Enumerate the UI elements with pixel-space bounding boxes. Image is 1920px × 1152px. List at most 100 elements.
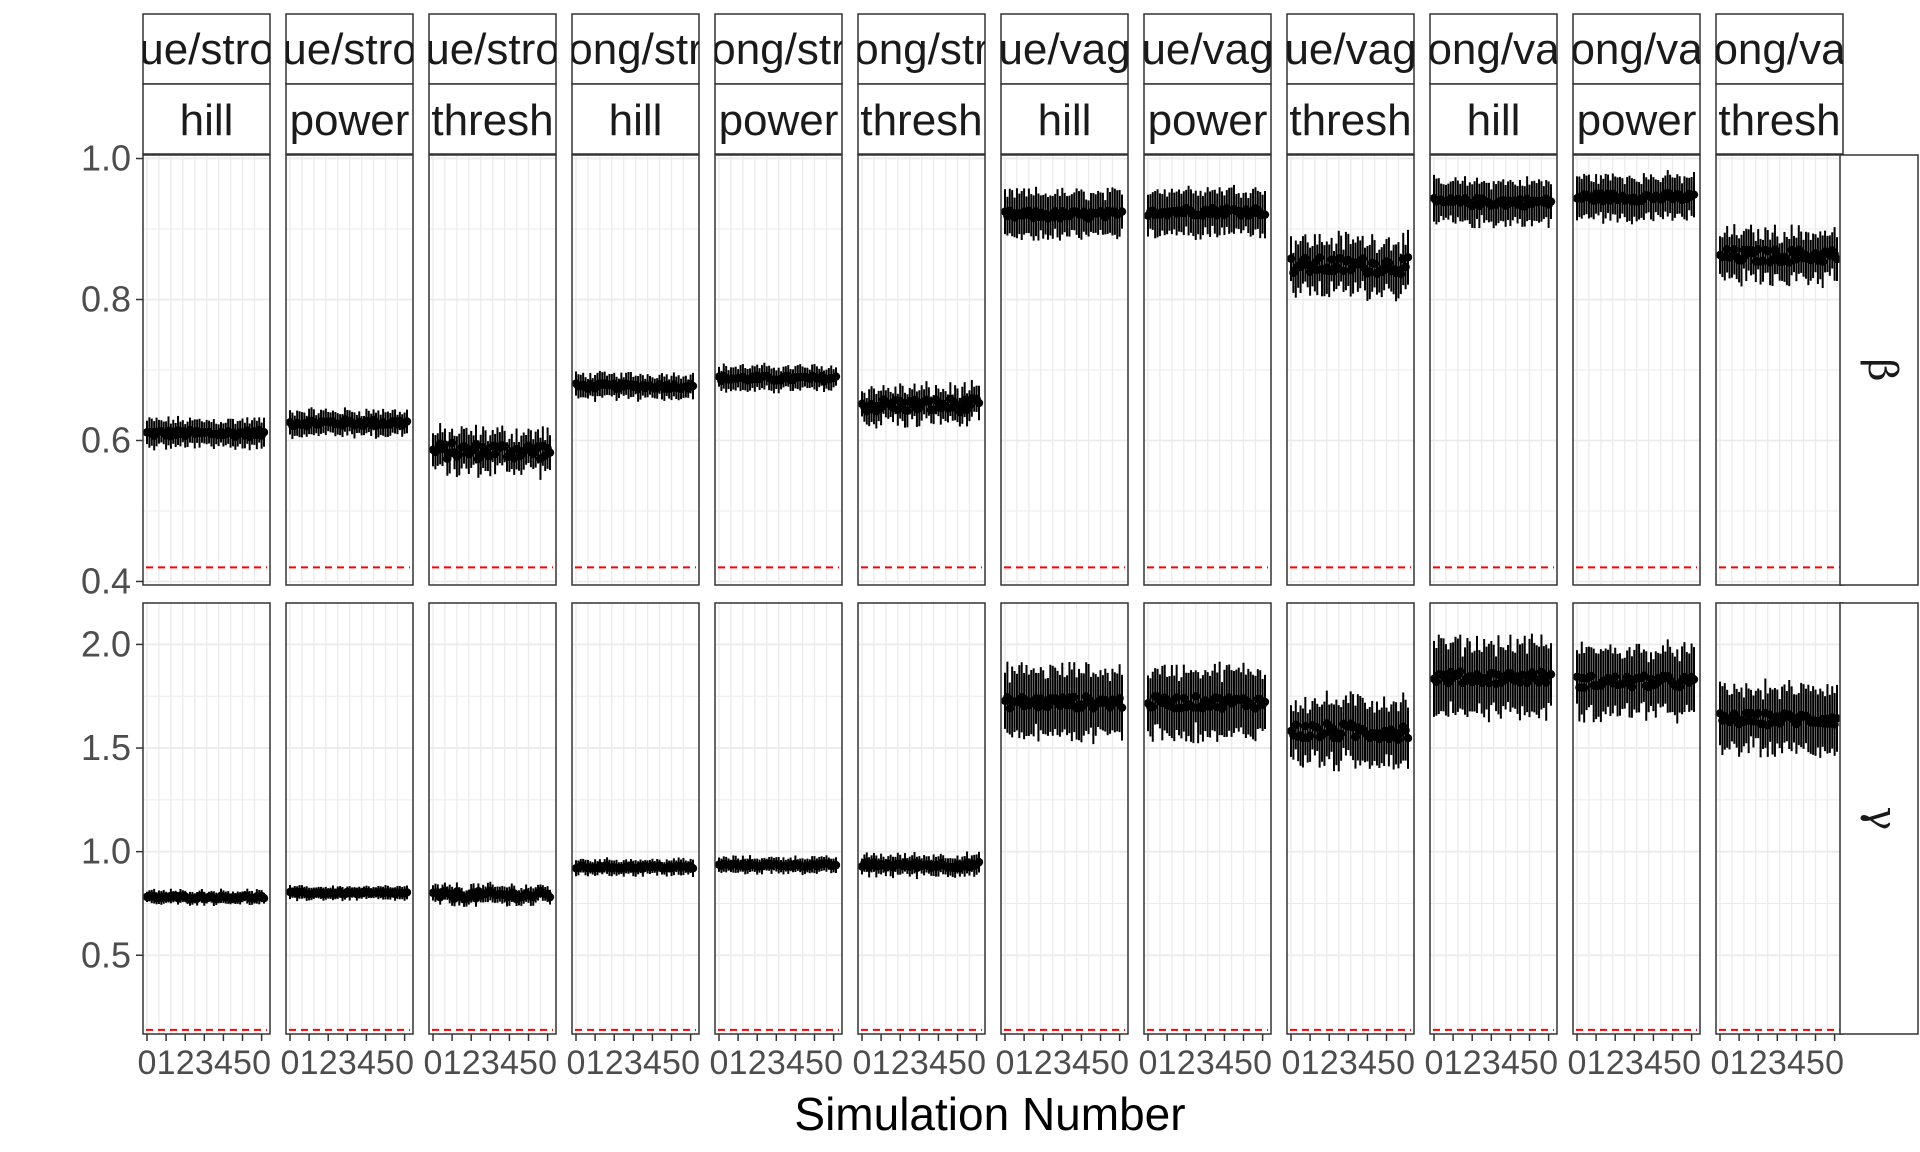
x-tick-label: 5 bbox=[519, 1044, 538, 1082]
x-tick-label: 3 bbox=[1196, 1044, 1215, 1082]
data-point bbox=[545, 448, 555, 457]
x-tick-label: 1 bbox=[1730, 1044, 1749, 1082]
data-point bbox=[1546, 670, 1556, 679]
x-tick-label: 2 bbox=[1177, 1044, 1196, 1082]
x-tick-label: 4 bbox=[1215, 1044, 1234, 1082]
strip-top-label: ong/va bbox=[1713, 25, 1846, 74]
x-tick-label: 3 bbox=[624, 1044, 643, 1082]
x-tick-label: 1 bbox=[1444, 1044, 1463, 1082]
strip-bottom-label: power bbox=[290, 96, 410, 145]
strip-bottom-box bbox=[1715, 83, 1844, 155]
x-tick-label: 0 bbox=[138, 1044, 157, 1082]
column-strips-bottom: hill power thresh hill power thresh hill power t… bbox=[142, 83, 1844, 155]
y-tick-label: 1.0 bbox=[81, 831, 131, 872]
x-tick-label: 5 bbox=[1663, 1044, 1682, 1082]
panel bbox=[1000, 154, 1129, 586]
strip-bottom-box bbox=[1572, 83, 1701, 155]
x-tick-label: 3 bbox=[1053, 1044, 1072, 1082]
panel bbox=[428, 154, 557, 586]
strip-bottom-label: hill bbox=[609, 96, 663, 145]
panel bbox=[1143, 602, 1272, 1035]
x-tick-label: 0 bbox=[252, 1044, 271, 1082]
strip-top-label: ue/vag bbox=[1141, 25, 1273, 74]
strip-bottom-box bbox=[1143, 83, 1272, 155]
data-point bbox=[402, 417, 412, 426]
strip-bottom-label: thresh bbox=[431, 96, 553, 145]
panel-border bbox=[1286, 154, 1415, 586]
strip-bottom-box bbox=[1286, 83, 1415, 155]
data-point bbox=[1832, 714, 1842, 723]
x-tick-label: 4 bbox=[1644, 1044, 1663, 1082]
strip-bottom-label: power bbox=[1577, 96, 1697, 145]
panel bbox=[571, 154, 700, 586]
x-tick-label: 1 bbox=[300, 1044, 319, 1082]
x-tick-label: 0 bbox=[281, 1044, 300, 1082]
panel-border bbox=[142, 154, 271, 586]
panel-border bbox=[857, 602, 986, 1035]
x-tick-label: 0 bbox=[567, 1044, 586, 1082]
x-tick-label: 3 bbox=[1625, 1044, 1644, 1082]
panel bbox=[285, 602, 414, 1035]
x-tick-label: 5 bbox=[233, 1044, 252, 1082]
panel-border bbox=[857, 154, 986, 586]
row-strip-label: γ bbox=[1859, 807, 1905, 831]
strip-top-box bbox=[1429, 13, 1558, 85]
strip-top-label: ue/stro bbox=[282, 25, 417, 74]
x-tick-label: 0 bbox=[395, 1044, 414, 1082]
x-tick-label: 3 bbox=[1482, 1044, 1501, 1082]
strip-bottom-box bbox=[857, 83, 986, 155]
x-tick-label: 0 bbox=[996, 1044, 1015, 1082]
data-point bbox=[1117, 703, 1127, 712]
x-tick-label: 3 bbox=[1768, 1044, 1787, 1082]
panel bbox=[1286, 154, 1415, 586]
x-tick-label: 3 bbox=[195, 1044, 214, 1082]
y-tick-label: 1.5 bbox=[81, 727, 131, 768]
row-strip-label: β bbox=[1859, 358, 1905, 381]
x-tick-label: 5 bbox=[1377, 1044, 1396, 1082]
panel-border bbox=[571, 154, 700, 586]
x-tick-label: 0 bbox=[1711, 1044, 1730, 1082]
panel bbox=[285, 154, 414, 586]
panel-border bbox=[1572, 602, 1701, 1035]
data-point bbox=[688, 381, 698, 391]
strip-bottom-label: hill bbox=[1038, 96, 1092, 145]
x-tick-label: 2 bbox=[176, 1044, 195, 1082]
panel bbox=[1286, 602, 1415, 1035]
strip-bottom-box bbox=[142, 83, 271, 155]
panels bbox=[142, 154, 1844, 1035]
panel-border bbox=[714, 154, 843, 586]
x-tick-label: 2 bbox=[319, 1044, 338, 1082]
x-tick-label: 2 bbox=[605, 1044, 624, 1082]
data-point bbox=[1117, 207, 1127, 216]
panel bbox=[857, 602, 986, 1035]
data-point bbox=[259, 428, 269, 437]
x-tick-label: 1 bbox=[872, 1044, 891, 1082]
x-tick-label: 3 bbox=[338, 1044, 357, 1082]
panel-border bbox=[1286, 602, 1415, 1035]
panel-border bbox=[428, 154, 557, 586]
x-tick-label: 1 bbox=[443, 1044, 462, 1082]
x-tick-label: 0 bbox=[681, 1044, 700, 1082]
x-tick-label: 3 bbox=[767, 1044, 786, 1082]
x-tick-label: 4 bbox=[1787, 1044, 1806, 1082]
x-tick-label: 0 bbox=[1425, 1044, 1444, 1082]
panel-border bbox=[285, 602, 414, 1035]
x-tick-label: 2 bbox=[1606, 1044, 1625, 1082]
x-tick-label: 4 bbox=[1072, 1044, 1091, 1082]
data-point bbox=[831, 372, 841, 381]
y-tick-label: 1.0 bbox=[81, 138, 131, 179]
x-tick-label: 0 bbox=[1539, 1044, 1558, 1082]
panel bbox=[714, 154, 843, 586]
strip-bottom-box bbox=[1000, 83, 1129, 155]
strip-top-label: ong/str bbox=[711, 25, 846, 74]
strip-bottom-label: hill bbox=[1467, 96, 1521, 145]
panel-border bbox=[1143, 154, 1272, 586]
x-tick-label: 0 bbox=[1568, 1044, 1587, 1082]
strip-bottom-label: hill bbox=[180, 96, 234, 145]
panel bbox=[1429, 602, 1558, 1035]
x-tick-label: 1 bbox=[729, 1044, 748, 1082]
x-tick-label: 0 bbox=[1396, 1044, 1415, 1082]
x-tick-label: 3 bbox=[481, 1044, 500, 1082]
panel-border bbox=[571, 602, 700, 1035]
